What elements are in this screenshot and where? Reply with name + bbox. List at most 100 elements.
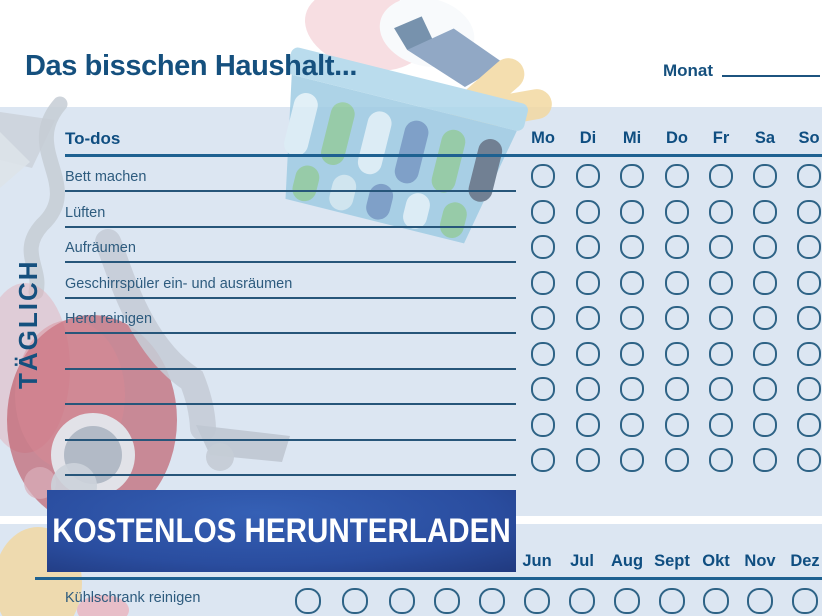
day-checkbox[interactable] — [665, 199, 689, 224]
day-checkbox[interactable] — [753, 341, 777, 366]
day-checkbox[interactable] — [753, 448, 777, 472]
month-checkbox[interactable] — [569, 588, 595, 614]
day-checkbox[interactable] — [620, 341, 644, 366]
monthly-todo-label: Kühlschrank reinigen — [65, 590, 201, 606]
day-checkbox[interactable] — [576, 164, 600, 188]
day-checkbox[interactable] — [620, 377, 644, 401]
day-checkbox[interactable] — [797, 164, 821, 188]
day-checkbox[interactable] — [797, 306, 821, 330]
month-header-nov: Nov — [744, 552, 776, 570]
month-header-dez: Dez — [790, 552, 820, 570]
day-checkbox[interactable] — [531, 412, 555, 437]
monthly-header-rule — [35, 577, 822, 580]
month-checkbox[interactable] — [614, 588, 640, 614]
day-checkbox[interactable] — [797, 270, 821, 295]
todo-input-line[interactable] — [65, 403, 516, 405]
day-checkbox[interactable] — [620, 270, 644, 295]
todo-input-line[interactable] — [65, 438, 516, 441]
day-checkbox[interactable] — [576, 341, 600, 366]
day-checkbox[interactable] — [531, 377, 555, 401]
day-checkbox[interactable] — [531, 164, 555, 188]
day-checkbox[interactable] — [576, 235, 600, 259]
todo-row-label: Aufräumen — [65, 240, 136, 256]
day-checkbox[interactable] — [576, 199, 600, 224]
day-checkbox[interactable] — [620, 412, 644, 437]
day-checkbox[interactable] — [665, 412, 689, 437]
month-checkbox[interactable] — [792, 588, 818, 614]
day-checkbox[interactable] — [709, 412, 733, 437]
day-checkbox[interactable] — [709, 235, 733, 259]
day-header-di: Di — [579, 129, 597, 147]
day-checkbox[interactable] — [753, 235, 777, 259]
month-checkbox[interactable] — [659, 588, 685, 614]
todo-row-label: Herd reinigen — [65, 311, 153, 327]
todo-row-label: Lüften — [65, 204, 106, 221]
day-header-so: So — [798, 129, 820, 147]
day-checkbox[interactable] — [797, 341, 821, 366]
day-checkbox[interactable] — [709, 377, 733, 401]
todo-input-line[interactable] — [65, 261, 516, 263]
month-checkbox[interactable] — [479, 588, 505, 614]
day-checkbox[interactable] — [797, 412, 821, 437]
day-checkbox[interactable] — [531, 235, 555, 259]
month-checkbox[interactable] — [295, 588, 321, 614]
month-checkbox[interactable] — [747, 588, 773, 614]
day-checkbox[interactable] — [531, 270, 555, 295]
day-checkbox[interactable] — [753, 306, 777, 330]
todo-input-line[interactable] — [65, 474, 516, 476]
day-checkbox[interactable] — [797, 199, 821, 224]
day-checkbox[interactable] — [576, 377, 600, 401]
day-checkbox[interactable] — [665, 341, 689, 366]
day-checkbox[interactable] — [665, 270, 689, 295]
day-checkbox[interactable] — [797, 377, 821, 401]
month-checkbox[interactable] — [342, 588, 368, 614]
day-checkbox[interactable] — [665, 306, 689, 330]
month-checkbox[interactable] — [524, 588, 550, 614]
day-checkbox[interactable] — [709, 448, 733, 472]
day-checkbox[interactable] — [753, 199, 777, 224]
day-checkbox[interactable] — [665, 164, 689, 188]
download-banner-button[interactable]: KOSTENLOS HERUNTERLADEN — [47, 490, 516, 572]
weekly-header-rule — [65, 154, 822, 157]
day-header-sa: Sa — [754, 129, 776, 147]
day-checkbox[interactable] — [531, 306, 555, 330]
month-checkbox[interactable] — [389, 588, 415, 614]
day-checkbox[interactable] — [620, 235, 644, 259]
day-checkbox[interactable] — [665, 448, 689, 472]
day-checkbox[interactable] — [709, 341, 733, 366]
day-checkbox[interactable] — [531, 199, 555, 224]
todo-input-line[interactable] — [65, 332, 516, 334]
month-input-line[interactable] — [722, 75, 820, 77]
day-checkbox[interactable] — [797, 235, 821, 259]
day-checkbox[interactable] — [531, 448, 555, 472]
day-checkbox[interactable] — [753, 377, 777, 401]
day-checkbox[interactable] — [665, 235, 689, 259]
day-checkbox[interactable] — [709, 164, 733, 188]
todo-input-line[interactable] — [65, 296, 516, 299]
day-checkbox[interactable] — [709, 199, 733, 224]
day-checkbox[interactable] — [531, 341, 555, 366]
todo-input-line[interactable] — [65, 225, 516, 228]
month-checkbox[interactable] — [434, 588, 460, 614]
day-checkbox[interactable] — [576, 306, 600, 330]
day-checkbox[interactable] — [709, 306, 733, 330]
day-checkbox[interactable] — [709, 270, 733, 295]
month-checkbox[interactable] — [703, 588, 729, 614]
day-checkbox[interactable] — [620, 164, 644, 188]
day-checkbox[interactable] — [753, 412, 777, 437]
day-checkbox[interactable] — [576, 270, 600, 295]
day-checkbox[interactable] — [620, 199, 644, 224]
day-checkbox[interactable] — [620, 306, 644, 330]
day-checkbox[interactable] — [620, 448, 644, 472]
todo-input-line[interactable] — [65, 190, 516, 192]
day-checkbox[interactable] — [797, 448, 821, 472]
day-checkbox[interactable] — [576, 412, 600, 437]
month-header-aug: Aug — [610, 552, 644, 570]
month-header-jun: Jun — [522, 552, 552, 570]
day-checkbox[interactable] — [753, 164, 777, 188]
todo-input-line[interactable] — [65, 367, 516, 370]
todo-row-label: Bett machen — [65, 169, 147, 185]
day-checkbox[interactable] — [753, 270, 777, 295]
day-checkbox[interactable] — [576, 448, 600, 472]
day-checkbox[interactable] — [665, 377, 689, 401]
